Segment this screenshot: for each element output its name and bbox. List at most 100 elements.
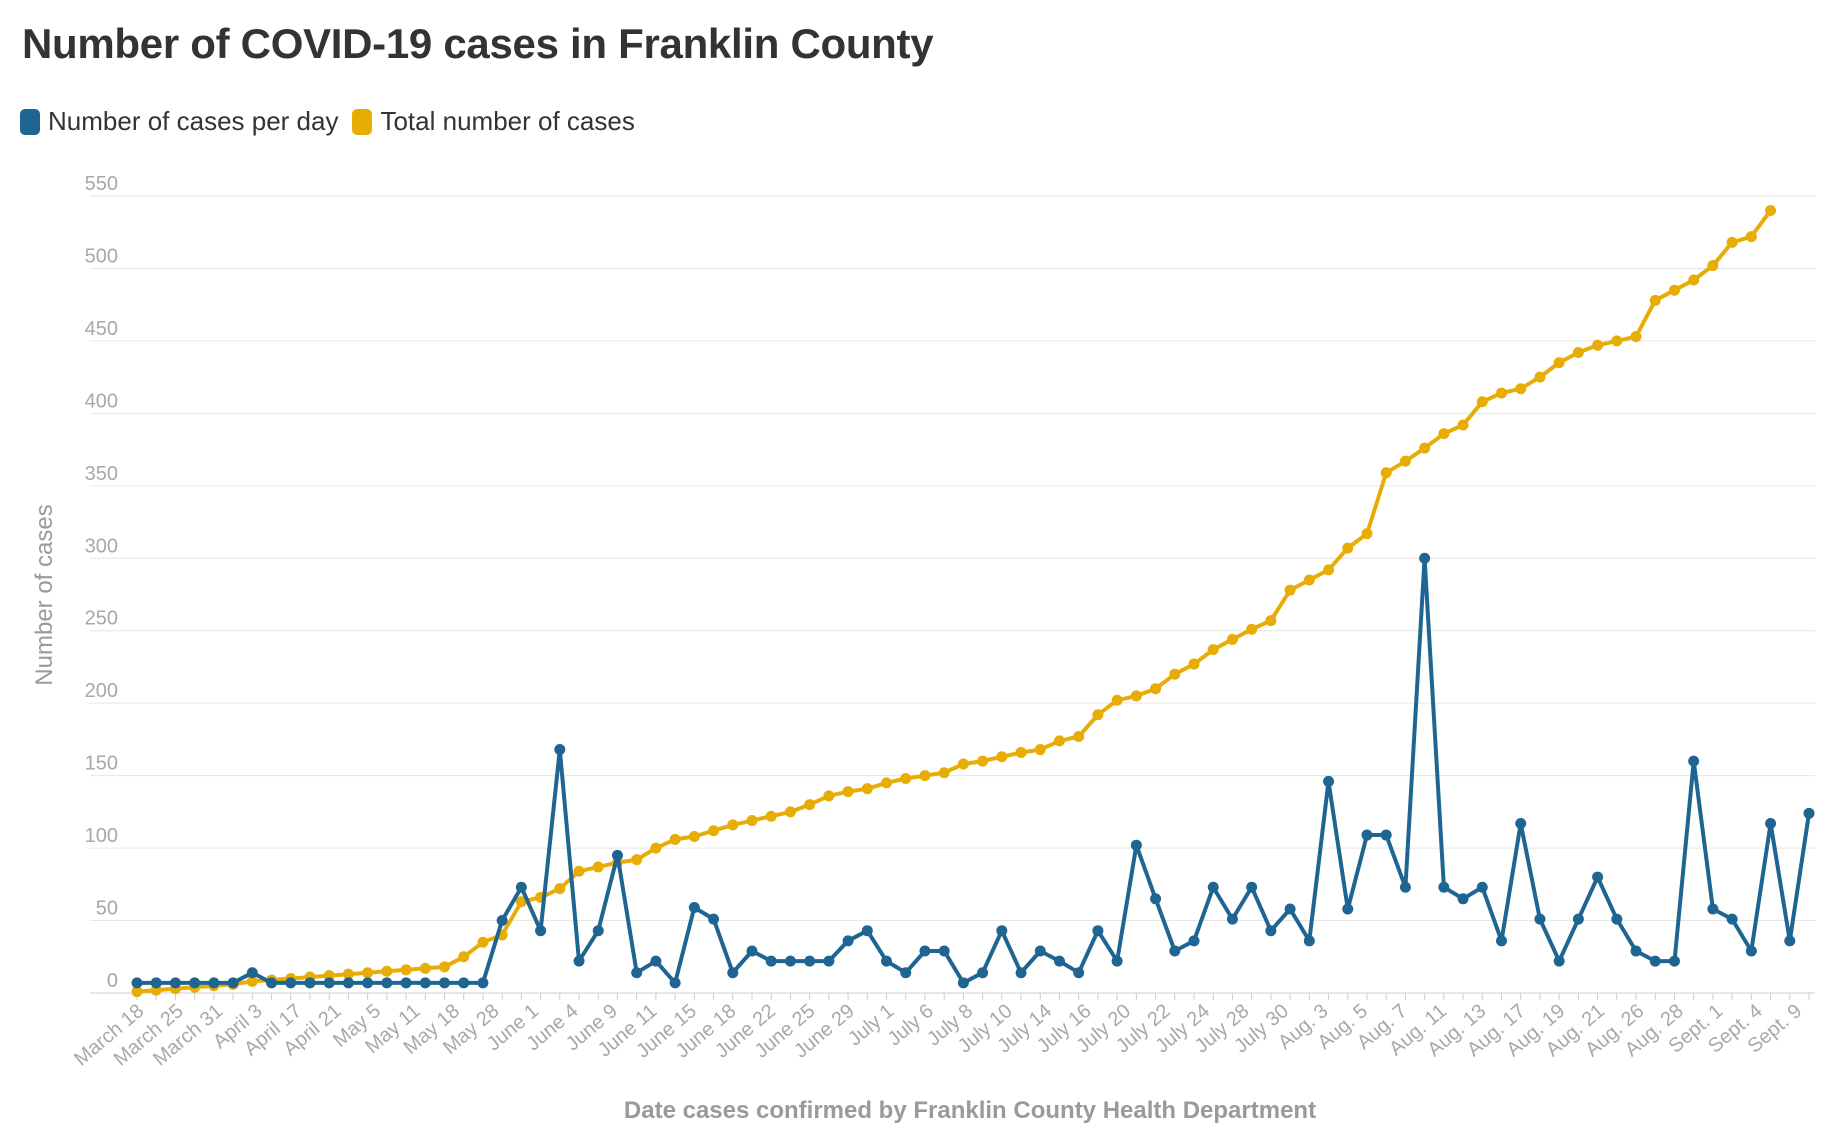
data-point-daily[interactable] xyxy=(1668,955,1680,967)
data-point-total[interactable] xyxy=(669,833,681,845)
data-point-daily[interactable] xyxy=(669,977,681,989)
data-point-daily[interactable] xyxy=(477,977,489,989)
data-point-total[interactable] xyxy=(842,786,854,798)
data-point-total[interactable] xyxy=(1399,455,1411,467)
data-point-daily[interactable] xyxy=(1784,935,1796,947)
data-point-total[interactable] xyxy=(438,961,450,973)
data-point-daily[interactable] xyxy=(592,925,604,937)
data-point-daily[interactable] xyxy=(1073,967,1085,979)
data-point-daily[interactable] xyxy=(1188,935,1200,947)
data-point-daily[interactable] xyxy=(362,977,374,989)
data-point-daily[interactable] xyxy=(1592,871,1604,883)
data-point-total[interactable] xyxy=(1553,357,1565,369)
data-point-total[interactable] xyxy=(1303,574,1315,586)
data-point-daily[interactable] xyxy=(1226,913,1238,925)
data-point-total[interactable] xyxy=(1765,204,1777,216)
data-point-daily[interactable] xyxy=(900,967,912,979)
data-point-total[interactable] xyxy=(246,975,258,987)
data-point-daily[interactable] xyxy=(1438,881,1450,893)
data-point-total[interactable] xyxy=(458,951,470,963)
data-point-daily[interactable] xyxy=(1553,955,1565,967)
data-point-total[interactable] xyxy=(1188,658,1200,670)
data-point-total[interactable] xyxy=(1284,584,1296,596)
data-point-total[interactable] xyxy=(1515,383,1527,395)
data-point-total[interactable] xyxy=(957,758,969,770)
data-point-daily[interactable] xyxy=(246,967,258,979)
data-point-daily[interactable] xyxy=(1111,955,1123,967)
data-point-daily[interactable] xyxy=(1034,945,1046,957)
data-point-daily[interactable] xyxy=(881,955,893,967)
data-point-total[interactable] xyxy=(1053,735,1065,747)
data-point-total[interactable] xyxy=(381,965,393,977)
data-point-daily[interactable] xyxy=(1342,903,1354,915)
data-point-total[interactable] xyxy=(823,790,835,802)
data-point-daily[interactable] xyxy=(1476,881,1488,893)
data-point-daily[interactable] xyxy=(688,902,700,914)
data-point-total[interactable] xyxy=(1380,467,1392,479)
data-point-total[interactable] xyxy=(1707,260,1719,272)
data-point-total[interactable] xyxy=(131,986,143,998)
data-point-total[interactable] xyxy=(419,962,431,974)
data-point-total[interactable] xyxy=(573,865,585,877)
data-point-daily[interactable] xyxy=(784,955,796,967)
data-point-daily[interactable] xyxy=(266,977,278,989)
data-point-daily[interactable] xyxy=(1419,552,1431,564)
data-point-daily[interactable] xyxy=(535,925,547,937)
data-point-daily[interactable] xyxy=(131,977,143,989)
data-point-daily[interactable] xyxy=(150,977,162,989)
data-point-total[interactable] xyxy=(881,777,893,789)
data-point-daily[interactable] xyxy=(1726,913,1738,925)
data-point-total[interactable] xyxy=(1015,746,1027,758)
data-point-daily[interactable] xyxy=(438,977,450,989)
data-point-total[interactable] xyxy=(1745,231,1757,243)
data-point-daily[interactable] xyxy=(842,935,854,947)
data-point-total[interactable] xyxy=(650,842,662,854)
data-point-total[interactable] xyxy=(765,810,777,822)
data-point-daily[interactable] xyxy=(996,925,1008,937)
data-point-total[interactable] xyxy=(784,806,796,818)
data-point-daily[interactable] xyxy=(515,881,527,893)
data-point-daily[interactable] xyxy=(938,945,950,957)
data-point-daily[interactable] xyxy=(977,967,989,979)
data-point-daily[interactable] xyxy=(746,945,758,957)
data-point-total[interactable] xyxy=(1226,633,1238,645)
data-point-daily[interactable] xyxy=(419,977,431,989)
data-point-daily[interactable] xyxy=(381,977,393,989)
data-point-daily[interactable] xyxy=(285,977,297,989)
data-point-total[interactable] xyxy=(1457,419,1469,431)
data-point-total[interactable] xyxy=(515,896,527,908)
data-point-daily[interactable] xyxy=(496,915,508,927)
data-point-daily[interactable] xyxy=(208,977,220,989)
data-point-daily[interactable] xyxy=(342,977,354,989)
data-point-total[interactable] xyxy=(1649,294,1661,306)
data-point-total[interactable] xyxy=(708,825,720,837)
data-point-daily[interactable] xyxy=(765,955,777,967)
data-point-total[interactable] xyxy=(1419,442,1431,454)
data-point-daily[interactable] xyxy=(861,925,873,937)
data-point-daily[interactable] xyxy=(708,913,720,925)
data-point-daily[interactable] xyxy=(1380,829,1392,841)
data-point-total[interactable] xyxy=(477,936,489,948)
data-point-daily[interactable] xyxy=(1630,945,1642,957)
data-point-total[interactable] xyxy=(977,755,989,767)
data-point-total[interactable] xyxy=(1534,371,1546,383)
data-point-total[interactable] xyxy=(1034,744,1046,756)
data-point-total[interactable] xyxy=(1246,623,1258,635)
data-point-total[interactable] xyxy=(1342,542,1354,554)
data-point-daily[interactable] xyxy=(804,955,816,967)
data-point-daily[interactable] xyxy=(189,977,201,989)
data-point-total[interactable] xyxy=(1111,694,1123,706)
data-point-total[interactable] xyxy=(804,799,816,811)
data-point-total[interactable] xyxy=(631,854,643,866)
data-point-daily[interactable] xyxy=(1130,839,1142,851)
data-point-total[interactable] xyxy=(938,767,950,779)
data-point-total[interactable] xyxy=(1630,331,1642,343)
data-point-daily[interactable] xyxy=(1053,955,1065,967)
data-point-daily[interactable] xyxy=(1515,817,1527,829)
data-point-total[interactable] xyxy=(1476,396,1488,408)
data-point-total[interactable] xyxy=(1207,644,1219,656)
data-point-total[interactable] xyxy=(342,968,354,980)
data-point-daily[interactable] xyxy=(1688,755,1700,767)
data-point-daily[interactable] xyxy=(1246,881,1258,893)
data-point-daily[interactable] xyxy=(1150,893,1162,905)
